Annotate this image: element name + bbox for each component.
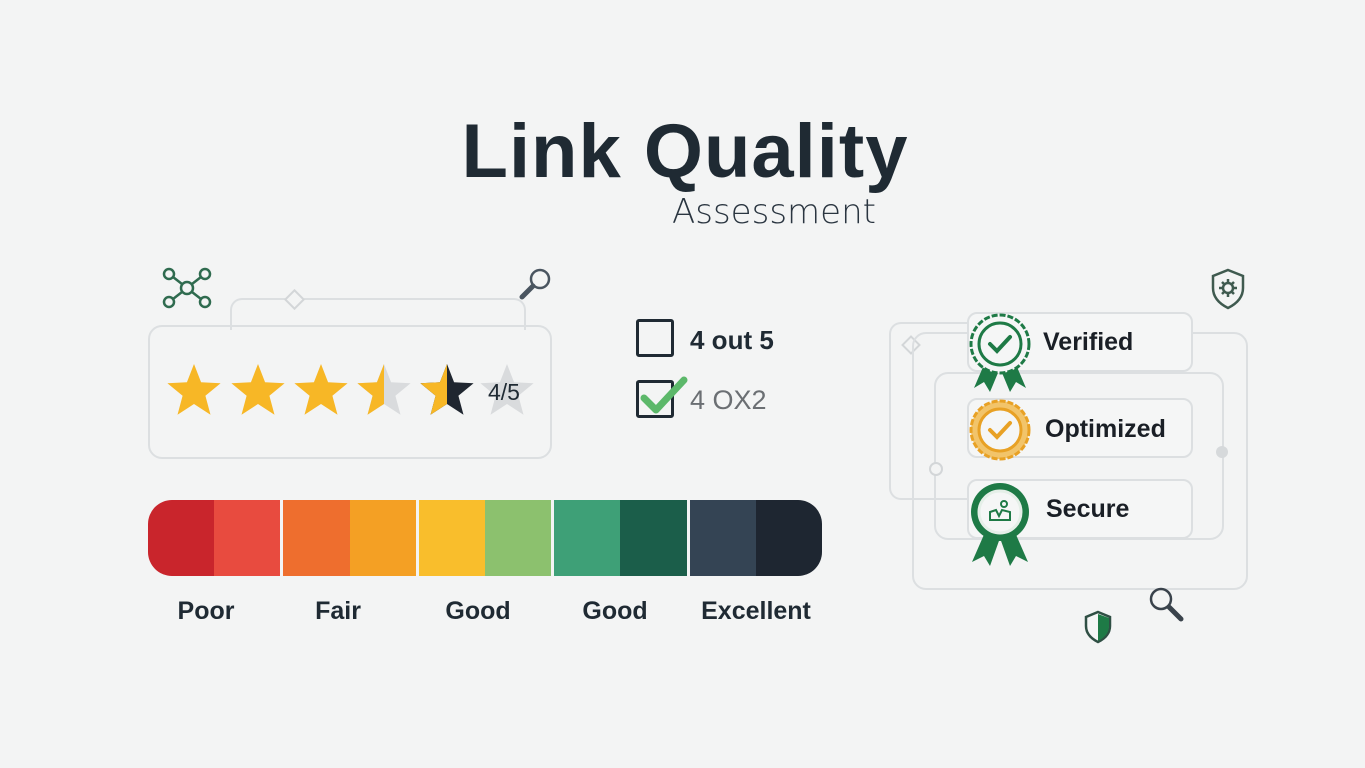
badge-label-secure: Secure xyxy=(1046,495,1130,523)
checkbox-unchecked[interactable] xyxy=(636,319,674,357)
scale-label-excellent: Excellent xyxy=(701,597,811,625)
page-title: Link Quality xyxy=(461,109,909,194)
shield-icon xyxy=(1084,610,1112,644)
scale-segment xyxy=(689,500,756,576)
star-icon xyxy=(420,364,447,415)
quality-scale-bar xyxy=(148,500,822,576)
award-check-icon xyxy=(969,313,1031,392)
checklist-item-label: 4 OX2 xyxy=(690,385,767,415)
scale-segment xyxy=(349,500,419,576)
scale-segment xyxy=(485,500,555,576)
rating-frame-tab xyxy=(230,298,526,330)
scale-label-good: Good xyxy=(445,597,511,625)
scale-segment xyxy=(755,500,822,576)
scale-label-good-2: Good xyxy=(582,597,648,625)
check-icon xyxy=(640,376,688,414)
scale-segment xyxy=(148,500,215,576)
connector-dot xyxy=(929,462,943,476)
scale-label-poor: Poor xyxy=(177,597,235,625)
award-people-icon xyxy=(971,483,1029,566)
search-icon xyxy=(519,268,551,300)
award-check-icon xyxy=(969,399,1031,461)
star-icon xyxy=(167,364,221,415)
scale-segment xyxy=(418,500,486,576)
scale-segment xyxy=(283,500,350,576)
search-icon xyxy=(1149,587,1184,622)
star-icon xyxy=(357,364,384,415)
page-subtitle: Assessment xyxy=(672,192,876,232)
network-icon xyxy=(162,267,212,309)
star-icon xyxy=(231,364,285,415)
star-rating xyxy=(167,364,534,415)
rating-label: 4/5 xyxy=(488,379,520,405)
checkbox-checked[interactable] xyxy=(636,380,674,418)
badge-label-optimized: Optimized xyxy=(1045,415,1166,443)
shield-gear-icon xyxy=(1211,268,1245,310)
star-icon xyxy=(480,364,534,415)
rating-card xyxy=(148,325,552,459)
scale-segment xyxy=(554,500,621,576)
scale-segment xyxy=(620,500,690,576)
star-icon xyxy=(294,364,348,415)
checklist-item-label: 4 out 5 xyxy=(690,325,774,355)
connector-dot xyxy=(1216,446,1228,458)
scale-label-fair: Fair xyxy=(315,597,361,625)
badges-frame-left xyxy=(889,322,1009,500)
badge-label-verified: Verified xyxy=(1043,328,1134,356)
scale-segment xyxy=(214,500,284,576)
